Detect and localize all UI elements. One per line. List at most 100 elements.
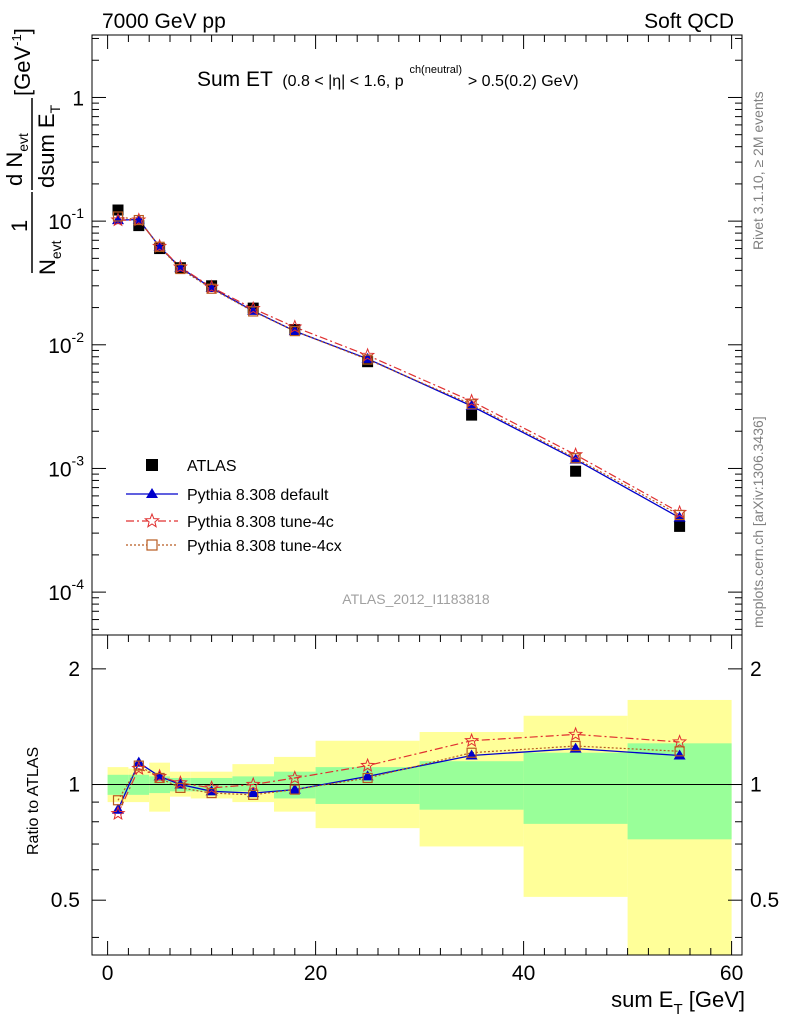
ratio-xtick-label: 60: [720, 962, 743, 985]
legend-entry-atlas: ATLAS: [146, 458, 237, 475]
x-axis-label: sum ET [GeV]: [611, 987, 745, 1018]
marker-tune4cx: [362, 772, 373, 784]
marker-tune4cx: [175, 263, 186, 275]
main-ytick-label: 1: [72, 87, 84, 110]
marker-tune4c: [287, 770, 303, 785]
ratio-ytick-label: 2: [68, 658, 80, 681]
legend-label-tune4cx: Pythia 8.308 tune-4cx: [187, 538, 342, 555]
y-label-one: 1: [7, 220, 32, 232]
ratio-ytick-label-right: 1: [750, 774, 762, 797]
marker-tune4cx: [154, 241, 165, 252]
marker-tune4cx: [206, 283, 217, 294]
ratio-ytick-label: 1: [68, 774, 80, 797]
ratio-xtick-labels: 0 20 40 60: [102, 962, 744, 985]
legend-label-atlas: ATLAS: [187, 458, 237, 475]
legend-label-tune4c: Pythia 8.308 tune-4c: [187, 514, 334, 531]
marker-tune4c: [245, 776, 261, 791]
rivet-label: Rivet 3.1.10, ≥ 2M events: [750, 91, 766, 250]
marker-tune4cx: [674, 509, 685, 521]
ratio-ytick-label-right: 2: [750, 658, 762, 681]
marker-tune4c: [110, 805, 126, 821]
legend-entry-default: Pythia 8.308 default: [126, 487, 329, 504]
legend: ATLAS Pythia 8.308 default Pythia 8.308 …: [126, 458, 342, 555]
marker-tune4cx: [133, 214, 144, 226]
marker-tune4cx: [289, 326, 300, 337]
marker-atlas: [112, 204, 124, 216]
marker-atlas: [570, 465, 582, 477]
marker-tune4c: [568, 726, 584, 741]
ratio-y-label: Ratio to ATLAS: [25, 747, 42, 855]
ratio-series-markers: [110, 726, 688, 821]
y-label-unit: [GeV-1]: [9, 28, 35, 96]
mcplots-label: mcplots.cern.ch [arXiv:1306.3436]: [750, 416, 766, 628]
band-inner: [419, 761, 524, 810]
main-title-tail: > 0.5(0.2) GeV): [468, 73, 579, 90]
marker-tune4c: [464, 732, 480, 748]
marker-tune4cx: [570, 453, 581, 464]
legend-entry-tune4c: Pythia 8.308 tune-4c: [126, 512, 334, 531]
marker-default: [288, 783, 301, 794]
ratio-ytick-label-right: 0.5: [750, 889, 779, 912]
marker-tune4cx: [674, 746, 685, 757]
marker-tune4cx: [289, 784, 300, 795]
marker-tune4c: [568, 446, 584, 462]
marker-default: [247, 787, 260, 798]
marker-tune4cx: [466, 747, 477, 758]
main-ytick-label: 10-2: [48, 329, 84, 358]
marker-atlas: [133, 220, 145, 232]
y-label-n: Nevt: [35, 240, 64, 275]
marker-tune4cx: [154, 772, 165, 784]
header-left: 7000 GeV pp: [102, 10, 226, 33]
main-ytick-label: 10-4: [48, 576, 84, 605]
ratio-xtick-label: 40: [512, 962, 535, 985]
y-label-denominator: dsum ET: [34, 104, 63, 188]
main-ytick-labels: 10-4 10-3 10-2 10-1 1: [48, 87, 84, 605]
legend-marker-atlas: [146, 459, 158, 471]
legend-marker-tune4c: [143, 512, 161, 528]
marker-tune4cx: [248, 306, 259, 317]
main-y-label: 1 Nevt d Nevt dsum ET [GeV-1]: [2, 28, 64, 275]
ratio-xtick-label: 20: [304, 962, 327, 985]
main-title: Sum ET (0.8 < |η| < 1.6, p ch(neutral) >…: [197, 55, 579, 91]
marker-tune4cx: [175, 782, 186, 793]
main-ytick-label: 10-1: [48, 205, 84, 234]
marker-tune4cx: [112, 211, 124, 222]
band-inner: [232, 776, 274, 792]
main-title-text: Sum ET: [197, 68, 273, 91]
ratio-ytick-label: 0.5: [51, 889, 80, 912]
legend-marker-tune4cx: [146, 539, 158, 551]
ratio-ytick-labels: 0.5 0.5 1 1 2 2: [51, 658, 779, 912]
header-right: Soft QCD: [644, 10, 734, 33]
marker-atlas: [466, 409, 478, 421]
y-label-numerator: d Nevt: [2, 133, 31, 186]
marker-atlas: [674, 520, 686, 532]
marker-tune4cx: [206, 787, 217, 799]
marker-tune4cx: [362, 354, 373, 365]
marker-tune4c: [464, 393, 480, 408]
ratio-axis-ticks: [92, 635, 742, 955]
band-inner: [523, 752, 628, 824]
marker-default: [673, 749, 686, 760]
marker-tune4c: [287, 319, 303, 334]
marker-tune4c: [360, 757, 376, 773]
marker-tune4cx: [112, 795, 124, 806]
marker-tune4c: [172, 774, 188, 790]
marker-tune4cx: [248, 789, 259, 800]
main-ytick-label: 10-3: [48, 452, 84, 481]
marker-tune4cx: [466, 399, 477, 410]
marker-default: [465, 399, 478, 410]
main-title-cuts: (0.8 < |η| < 1.6, p: [282, 73, 403, 90]
main-axis-ticks: [92, 35, 742, 630]
analysis-watermark: ATLAS_2012_I1183818: [342, 591, 490, 607]
main-series-markers: [110, 204, 688, 532]
main-title-sup: ch(neutral): [409, 64, 462, 76]
marker-default: [361, 770, 374, 781]
ratio-frame: [91, 634, 743, 956]
ratio-uncertainty-bands: [107, 699, 732, 955]
marker-tune4c: [360, 347, 376, 362]
legend-label-default: Pythia 8.308 default: [187, 487, 329, 504]
legend-marker-default: [146, 488, 158, 498]
legend-entry-tune4cx: Pythia 8.308 tune-4cx: [126, 538, 342, 555]
ratio-xtick-label: 0: [102, 962, 114, 985]
